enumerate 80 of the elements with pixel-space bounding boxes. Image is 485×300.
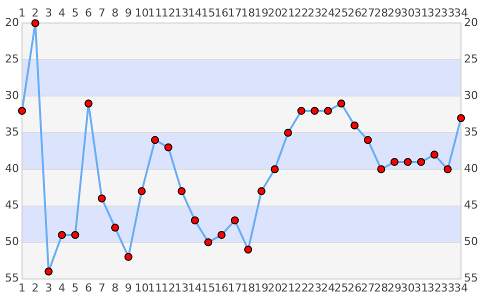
y2-tick-label: 50 [464, 235, 478, 248]
x-tick-label: 7 [98, 281, 106, 294]
y-tick-label: 45 [4, 198, 19, 212]
y2-tick-label: 25 [464, 52, 478, 66]
y-tick-label: 55 [4, 272, 19, 285]
x-tick-label: 33 [440, 281, 455, 294]
x2-tick-label: 19 [254, 6, 268, 20]
x2-tick-label: 17 [228, 6, 242, 20]
x-tick-label: 20 [268, 281, 282, 294]
x2-tick-label: 5 [72, 6, 79, 20]
x-tick-label: 24 [320, 281, 335, 294]
x-tick-label: 11 [148, 281, 162, 294]
x2-tick-label: 25 [334, 6, 348, 20]
x-tick-label: 26 [348, 281, 362, 294]
x2-tick-label: 6 [85, 6, 92, 20]
x-tick-label: 29 [387, 281, 402, 294]
y-tick-label: 30 [4, 89, 19, 102]
x2-tick-label: 4 [58, 6, 66, 20]
x-tick-label: 30 [400, 281, 415, 294]
x2-tick-label: 30 [400, 6, 415, 20]
y-tick-label: 50 [4, 235, 19, 248]
x-tick-label: 22 [294, 281, 308, 294]
x2-tick-label: 29 [387, 6, 402, 20]
x-tick-label: 16 [214, 281, 229, 294]
y2-tick-label: 40 [464, 162, 478, 176]
y-tick-label: 20 [4, 16, 19, 30]
x2-tick-label: 15 [201, 6, 216, 20]
x2-tick-label: 14 [188, 6, 202, 20]
x2-tick-label: 33 [440, 6, 455, 20]
x2-tick-label: 32 [427, 6, 442, 20]
x2-tick-label: 27 [360, 6, 375, 20]
x-tick-label: 19 [254, 281, 268, 294]
x2-tick-label: 16 [214, 6, 229, 20]
x2-tick-label: 28 [374, 6, 388, 20]
x-tick-label: 27 [360, 281, 375, 294]
y-tick-label: 40 [4, 162, 19, 176]
x-tick-label: 31 [414, 281, 428, 294]
x-tick-label: 2 [32, 281, 39, 294]
x-tick-label: 4 [58, 281, 66, 294]
x2-tick-label: 2 [32, 6, 39, 20]
x-tick-label: 25 [334, 281, 348, 294]
x-tick-label: 15 [201, 281, 216, 294]
x2-tick-label: 9 [124, 6, 132, 20]
x2-tick-label: 20 [268, 6, 282, 20]
x2-tick-label: 12 [161, 6, 176, 20]
x2-tick-label: 8 [112, 6, 119, 20]
x-tick-label: 6 [85, 281, 92, 294]
y-tick-label: 35 [4, 126, 19, 139]
x-tick-label: 14 [188, 281, 202, 294]
x2-tick-label: 21 [281, 6, 296, 20]
x-tick-label: 5 [72, 281, 79, 294]
x2-tick-label: 7 [98, 6, 106, 20]
x2-tick-label: 26 [348, 6, 362, 20]
x-tick-label: 32 [427, 281, 442, 294]
x-tick-label: 28 [374, 281, 388, 294]
x-tick-label: 8 [112, 281, 119, 294]
x2-tick-label: 31 [414, 6, 428, 20]
x2-tick-label: 13 [174, 6, 189, 20]
x-tick-label: 21 [281, 281, 296, 294]
x-tick-label: 17 [228, 281, 242, 294]
x-tick-label: 13 [174, 281, 189, 294]
x2-tick-label: 3 [45, 6, 52, 20]
y2-tick-label: 45 [464, 198, 478, 212]
x2-tick-label: 1 [18, 6, 26, 20]
x-tick-label: 1 [18, 281, 26, 294]
x2-tick-label: 18 [241, 6, 256, 20]
y2-tick-label: 35 [464, 126, 478, 139]
x-tick-label: 12 [161, 281, 176, 294]
x-tick-label: 10 [134, 281, 149, 294]
x2-tick-label: 22 [294, 6, 308, 20]
x-tick-label: 9 [124, 281, 132, 294]
x-tick-label: 3 [45, 281, 52, 294]
x2-tick-label: 10 [134, 6, 149, 20]
y-tick-label: 25 [4, 52, 19, 66]
y2-tick-label: 30 [464, 89, 478, 102]
x2-tick-label: 24 [320, 6, 335, 20]
x-tick-label: 18 [241, 281, 256, 294]
x-tick-label: 23 [308, 281, 322, 294]
x2-tick-label: 23 [308, 6, 322, 20]
x2-tick-label: 11 [148, 6, 162, 20]
